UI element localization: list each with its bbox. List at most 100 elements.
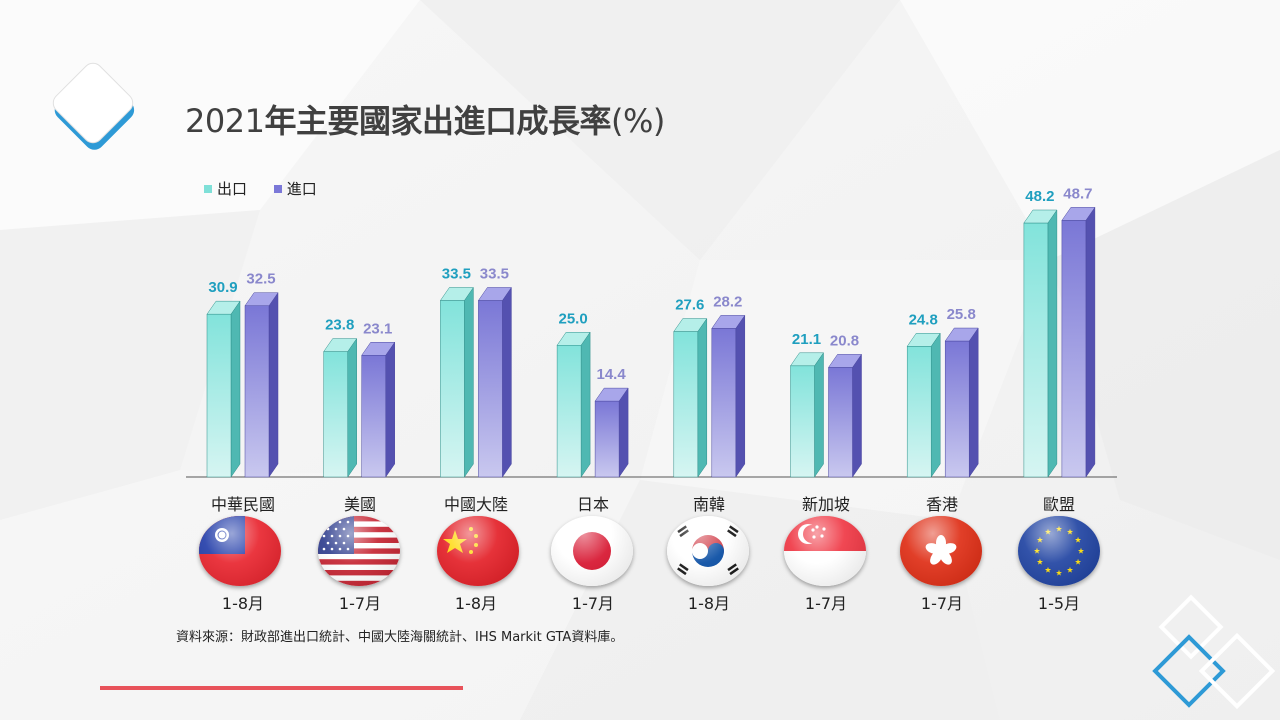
bar-top bbox=[711, 315, 746, 329]
data-label: 33.5 bbox=[442, 265, 471, 282]
diamond-logo-icon bbox=[52, 62, 135, 150]
period-label: 1-5月 bbox=[1037, 594, 1081, 613]
bar-top bbox=[556, 332, 591, 346]
page-title: 2021年主要國家出進口成長率(%) bbox=[185, 96, 665, 142]
bar-side bbox=[230, 300, 241, 478]
bar bbox=[711, 328, 737, 478]
bar-top bbox=[244, 292, 279, 306]
bar bbox=[790, 365, 815, 478]
country-label: 南韓 bbox=[692, 495, 725, 514]
data-label: 48.7 bbox=[1063, 185, 1092, 202]
bar bbox=[944, 340, 970, 478]
bar-side bbox=[852, 353, 862, 478]
eu-flag-icon bbox=[1018, 516, 1100, 586]
chart-legend: 出口 進口 bbox=[204, 178, 339, 199]
bar bbox=[206, 313, 232, 478]
taiwan-flag-icon bbox=[199, 516, 281, 586]
bar bbox=[1061, 220, 1087, 478]
bar-top bbox=[944, 327, 979, 342]
japan-flag-icon bbox=[551, 516, 633, 586]
title-main: 年主要國家出進口成長率 bbox=[264, 102, 611, 140]
bar-top bbox=[1023, 209, 1058, 224]
country-label: 日本 bbox=[576, 495, 609, 514]
bar bbox=[673, 331, 699, 478]
bar bbox=[323, 351, 348, 478]
bar bbox=[828, 367, 853, 478]
country-label: 中華民國 bbox=[210, 495, 275, 514]
usa-flag-icon bbox=[318, 516, 400, 586]
bar-top bbox=[323, 338, 358, 352]
hongkong-flag-icon bbox=[900, 516, 982, 586]
legend-item-import: 進口 bbox=[273, 178, 317, 199]
data-label: 14.4 bbox=[596, 366, 626, 383]
china-flag-icon bbox=[437, 516, 519, 586]
period-label: 1-7月 bbox=[571, 594, 615, 613]
korea-flag-icon bbox=[667, 516, 749, 586]
bar-side bbox=[618, 387, 629, 478]
bar bbox=[244, 305, 270, 478]
singapore-flag-icon bbox=[784, 516, 866, 586]
bar-side bbox=[930, 332, 941, 478]
legend-swatch-import bbox=[273, 184, 282, 193]
bar-top bbox=[594, 387, 629, 402]
legend-label-import: 進口 bbox=[286, 180, 317, 198]
data-label: 25.0 bbox=[558, 310, 587, 327]
period-label: 1-8月 bbox=[221, 594, 265, 613]
data-label: 27.6 bbox=[675, 297, 704, 314]
bar-side bbox=[580, 331, 591, 478]
accent-line bbox=[100, 686, 463, 690]
period-label: 1-8月 bbox=[687, 594, 731, 613]
bar bbox=[906, 346, 932, 478]
data-label: 28.2 bbox=[713, 293, 742, 310]
bar-side bbox=[268, 291, 279, 478]
data-label: 30.9 bbox=[208, 279, 237, 296]
bar-top bbox=[828, 354, 862, 368]
bar-top bbox=[790, 352, 824, 367]
title-unit: (%) bbox=[610, 102, 665, 140]
country-label: 香港 bbox=[925, 495, 958, 514]
period-label: 1-7月 bbox=[338, 594, 382, 613]
diamond-decoration-icon bbox=[1152, 594, 1276, 710]
bar bbox=[440, 300, 465, 478]
bar-side bbox=[385, 341, 395, 478]
data-label: 21.1 bbox=[792, 331, 821, 348]
bar-side bbox=[697, 317, 708, 478]
bar-top bbox=[477, 287, 512, 301]
bar-top bbox=[439, 287, 474, 301]
data-label: 48.2 bbox=[1025, 188, 1054, 205]
data-label: 20.8 bbox=[830, 332, 859, 349]
data-label: 23.1 bbox=[363, 320, 392, 337]
bar-side bbox=[1047, 209, 1058, 478]
bar-top bbox=[1061, 207, 1096, 221]
source-note: 資料來源：財政部進出口統計、中國大陸海關統計、IHS Markit GTA資料庫… bbox=[176, 630, 624, 645]
bar-side bbox=[735, 314, 746, 478]
bar bbox=[1023, 222, 1049, 478]
bar-side bbox=[464, 286, 474, 478]
bar-side bbox=[968, 327, 979, 478]
bar bbox=[361, 355, 386, 478]
period-label: 1-8月 bbox=[454, 594, 498, 613]
legend-label-export: 出口 bbox=[217, 180, 248, 198]
country-label: 美國 bbox=[343, 495, 376, 514]
bar-top bbox=[673, 318, 708, 332]
bar bbox=[478, 300, 503, 478]
period-label: 1-7月 bbox=[920, 594, 964, 613]
legend-swatch-export bbox=[204, 184, 212, 193]
title-year: 2021 bbox=[185, 102, 265, 140]
bar-side bbox=[347, 337, 357, 478]
country-label: 歐盟 bbox=[1042, 495, 1075, 514]
bar-top bbox=[361, 342, 396, 356]
data-label: 25.8 bbox=[947, 306, 976, 323]
bar-side bbox=[502, 286, 512, 478]
bar-top bbox=[906, 333, 941, 347]
bar-side bbox=[814, 352, 824, 478]
data-label: 32.5 bbox=[246, 271, 275, 288]
bar bbox=[556, 345, 582, 478]
data-label: 23.8 bbox=[325, 317, 354, 334]
legend-item-export: 出口 bbox=[204, 178, 247, 199]
data-label: 33.5 bbox=[480, 265, 509, 282]
country-label: 新加坡 bbox=[801, 495, 850, 514]
period-label: 1-7月 bbox=[804, 594, 848, 613]
bar bbox=[594, 400, 620, 478]
